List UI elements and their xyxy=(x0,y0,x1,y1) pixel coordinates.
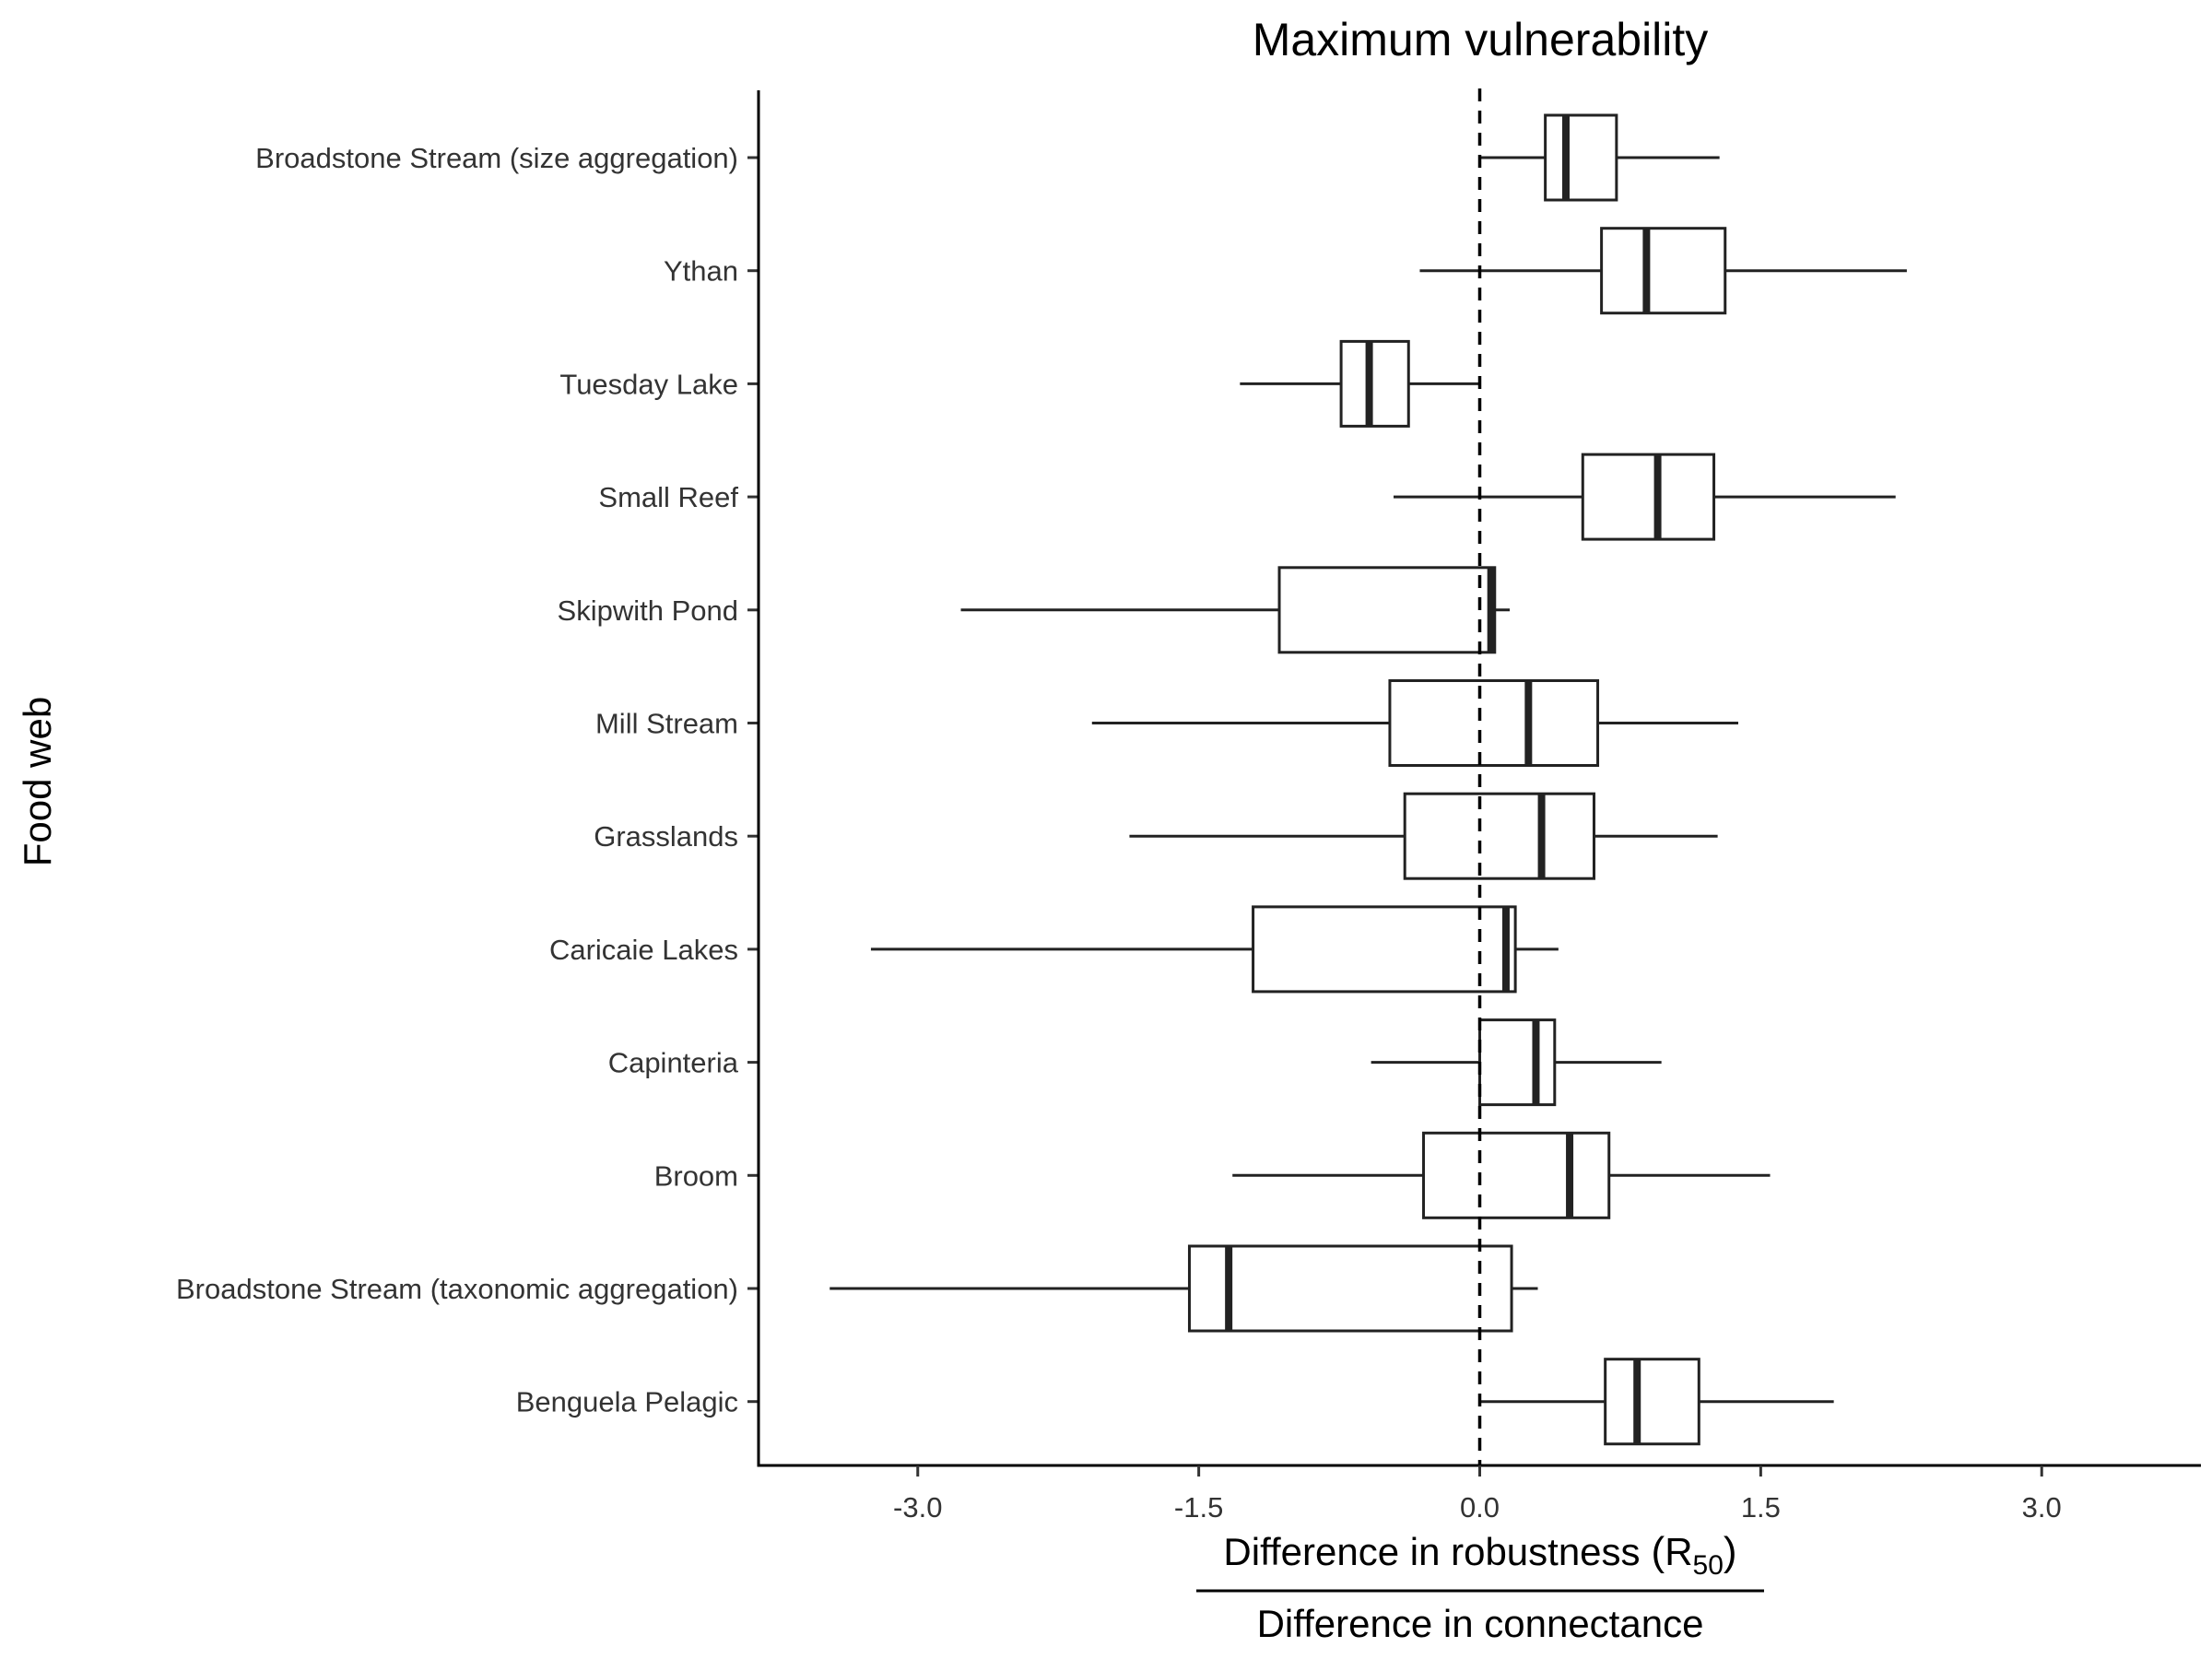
x-axis-title-numerator: Difference in robustness (R50) xyxy=(1223,1529,1736,1581)
x-axis-numerator-subscript: 50 xyxy=(1693,1550,1724,1581)
y-tick-label-broadstone-stream-size-aggregation: Broadstone Stream (size aggregation) xyxy=(255,142,738,174)
y-tick-label-tuesday-lake: Tuesday Lake xyxy=(559,368,738,400)
y-tick-label-skipwith-pond: Skipwith Pond xyxy=(558,594,738,627)
box-skipwith-pond xyxy=(1277,566,1497,654)
x-tick-label: 1.5 xyxy=(1741,1491,1781,1524)
y-tick-label-small-reef: Small Reef xyxy=(598,481,738,513)
box-benguela-pelagic xyxy=(1604,1358,1700,1446)
y-tick-label-mill-stream: Mill Stream xyxy=(595,708,738,740)
box-capinteria xyxy=(1478,1018,1557,1107)
box-grasslands xyxy=(1403,792,1595,880)
y-tick-label-broom: Broom xyxy=(654,1159,738,1192)
x-tick-label: -3.0 xyxy=(893,1491,942,1524)
y-tick-label-caricaie-lakes: Caricaie Lakes xyxy=(549,934,738,966)
y-tick-label-grasslands: Grasslands xyxy=(594,820,738,853)
box-broadstone-stream-taxonomic-aggregation xyxy=(1187,1244,1513,1333)
x-tick-label: 3.0 xyxy=(2022,1491,2062,1524)
box-broom xyxy=(1422,1131,1611,1219)
y-tick-label-benguela-pelagic: Benguela Pelagic xyxy=(516,1386,738,1418)
plot-area: Broadstone Stream (size aggregation) Ytha… xyxy=(176,88,2201,1524)
box-small-reef xyxy=(1581,453,1716,541)
chart-title: Maximum vulnerability xyxy=(1253,14,1709,65)
box-ythan xyxy=(1600,227,1727,315)
y-tick-label-broadstone-stream-taxonomic-aggregation: Broadstone Stream (taxonomic aggregation… xyxy=(176,1273,738,1305)
box-caricaie-lakes xyxy=(1252,905,1517,994)
x-axis-numerator-symbol: R xyxy=(1665,1530,1692,1573)
y-axis-title: Food web xyxy=(16,697,59,866)
box-broadstone-stream-size-aggregation xyxy=(1544,113,1618,202)
x-axis-title: Difference in robustness (R50) Difference… xyxy=(1196,1529,1764,1645)
y-tick-label-ythan: Ythan xyxy=(664,255,738,288)
x-tick-label: -1.5 xyxy=(1174,1491,1223,1524)
x-axis-numerator-text: Difference in robustness xyxy=(1223,1530,1640,1573)
x-tick-label: 0.0 xyxy=(1460,1491,1500,1524)
box-tuesday-lake xyxy=(1339,339,1410,428)
box-mill-stream xyxy=(1388,679,1600,767)
x-axis-title-denominator: Difference in connectance xyxy=(1257,1602,1704,1645)
y-tick-label-capinteria: Capinteria xyxy=(608,1047,739,1079)
